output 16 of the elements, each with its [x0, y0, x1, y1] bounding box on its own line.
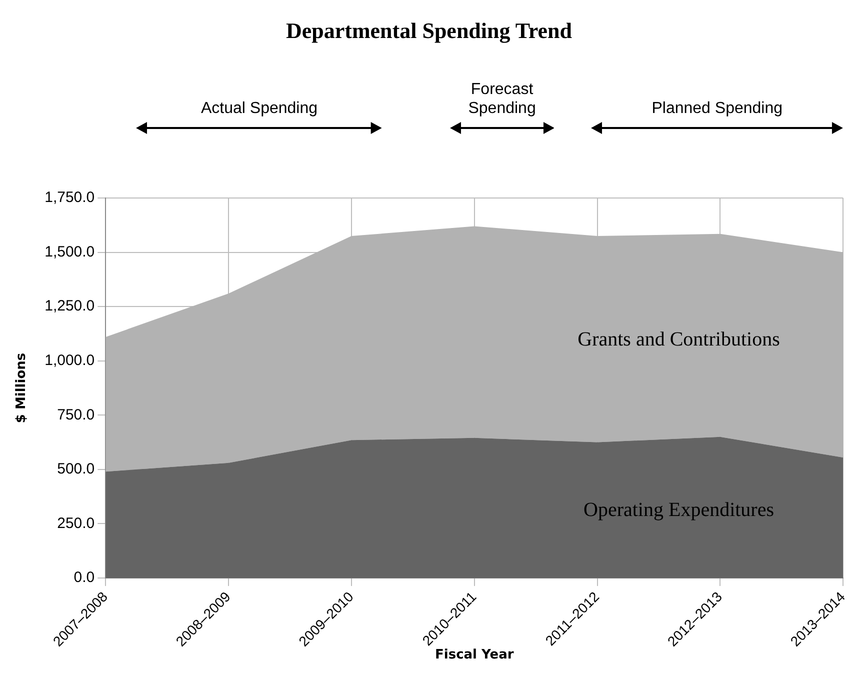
series-label: Grants and Contributions	[578, 328, 780, 351]
y-tick-label: 1,250.0	[44, 298, 95, 315]
series-label: Operating Expenditures	[584, 499, 774, 522]
y-tick-label: 500.0	[57, 460, 95, 478]
chart-title: Departmental Spending Trend	[284, 18, 574, 44]
y-axis-title: $ Millions	[14, 352, 30, 424]
text: Actual Spending	[200, 99, 319, 118]
text: Forecast Spending	[467, 80, 537, 118]
y-tick-label: 1,750.0	[44, 189, 95, 206]
y-tick-label: 1,500.0	[44, 243, 95, 260]
y-tick-label: 750.0	[57, 406, 95, 424]
y-tick-label: 0.0	[74, 569, 95, 586]
text: Planned Spending	[650, 99, 784, 118]
y-tick-label: 250.0	[57, 514, 95, 532]
y-tick-label: 1,000.0	[44, 352, 95, 369]
x-axis-title: Fiscal Year	[435, 648, 514, 663]
